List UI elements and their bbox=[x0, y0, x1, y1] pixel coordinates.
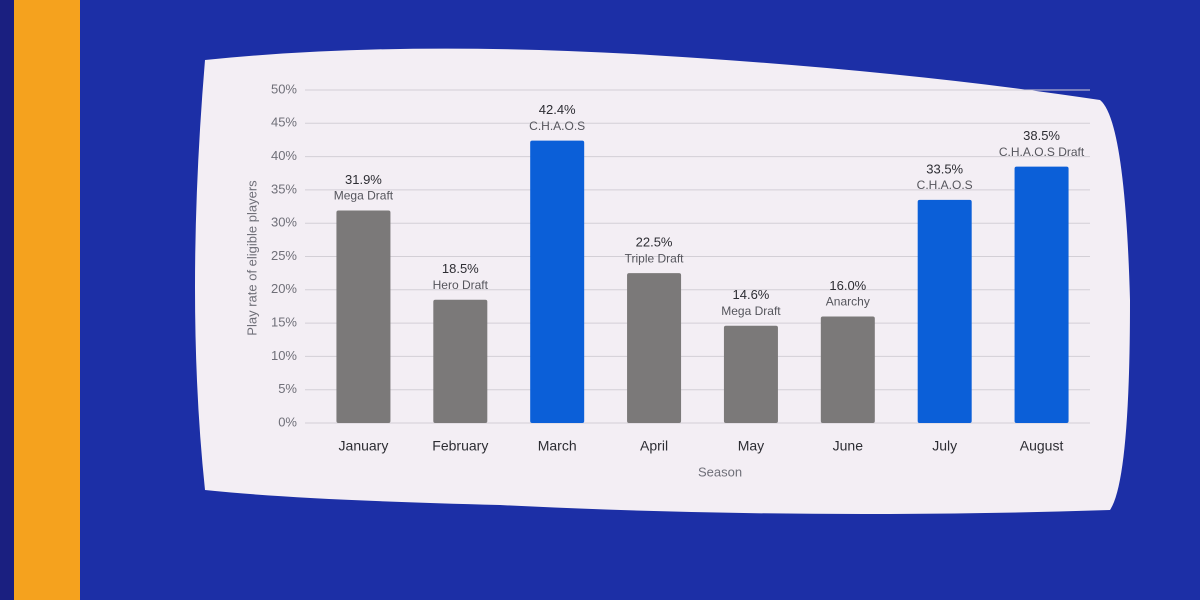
x-tick-label: February bbox=[432, 438, 488, 454]
x-tick-label: March bbox=[538, 438, 577, 454]
mode-label: Triple Draft bbox=[625, 251, 685, 265]
x-axis-label: Season bbox=[698, 464, 742, 479]
value-label: 38.5% bbox=[1023, 128, 1060, 143]
x-tick-label: August bbox=[1020, 438, 1064, 454]
bar bbox=[530, 140, 585, 423]
bar bbox=[820, 316, 875, 423]
bar bbox=[336, 210, 391, 423]
y-axis-label: Play rate of eligible players bbox=[244, 180, 259, 336]
y-tick-label: 45% bbox=[271, 115, 297, 130]
mode-label: C.H.A.O.S bbox=[917, 178, 973, 192]
y-tick-label: 20% bbox=[271, 281, 297, 296]
value-label: 31.9% bbox=[345, 172, 382, 187]
y-tick-label: 50% bbox=[271, 81, 297, 96]
x-tick-label: June bbox=[833, 438, 864, 454]
y-tick-label: 5% bbox=[278, 381, 297, 396]
y-tick-label: 15% bbox=[271, 315, 297, 330]
x-tick-label: May bbox=[738, 438, 764, 454]
mode-label: C.H.A.O.S bbox=[529, 119, 585, 133]
mode-label: Mega Draft bbox=[334, 189, 394, 203]
value-label: 42.4% bbox=[539, 102, 576, 117]
value-label: 22.5% bbox=[636, 235, 673, 250]
bar bbox=[627, 273, 682, 423]
mode-label: Mega Draft bbox=[721, 304, 781, 318]
value-label: 33.5% bbox=[926, 161, 963, 176]
value-label: 16.0% bbox=[829, 278, 866, 293]
bar bbox=[723, 325, 778, 423]
bar bbox=[1014, 166, 1069, 423]
y-tick-label: 35% bbox=[271, 181, 297, 196]
y-tick-label: 10% bbox=[271, 348, 297, 363]
mode-label: Anarchy bbox=[826, 295, 870, 309]
y-tick-label: 0% bbox=[278, 414, 297, 429]
x-tick-label: April bbox=[640, 438, 668, 454]
bar bbox=[917, 199, 972, 423]
value-label: 18.5% bbox=[442, 261, 479, 276]
bar bbox=[433, 299, 488, 423]
mode-label: Hero Draft bbox=[433, 278, 489, 292]
y-tick-label: 30% bbox=[271, 215, 297, 230]
y-tick-label: 25% bbox=[271, 248, 297, 263]
value-label: 14.6% bbox=[733, 287, 770, 302]
y-tick-label: 40% bbox=[271, 148, 297, 163]
x-tick-label: January bbox=[339, 438, 389, 454]
strip-edge bbox=[0, 0, 14, 600]
mode-label: C.H.A.O.S Draft bbox=[999, 145, 1085, 159]
x-tick-label: July bbox=[932, 438, 957, 454]
